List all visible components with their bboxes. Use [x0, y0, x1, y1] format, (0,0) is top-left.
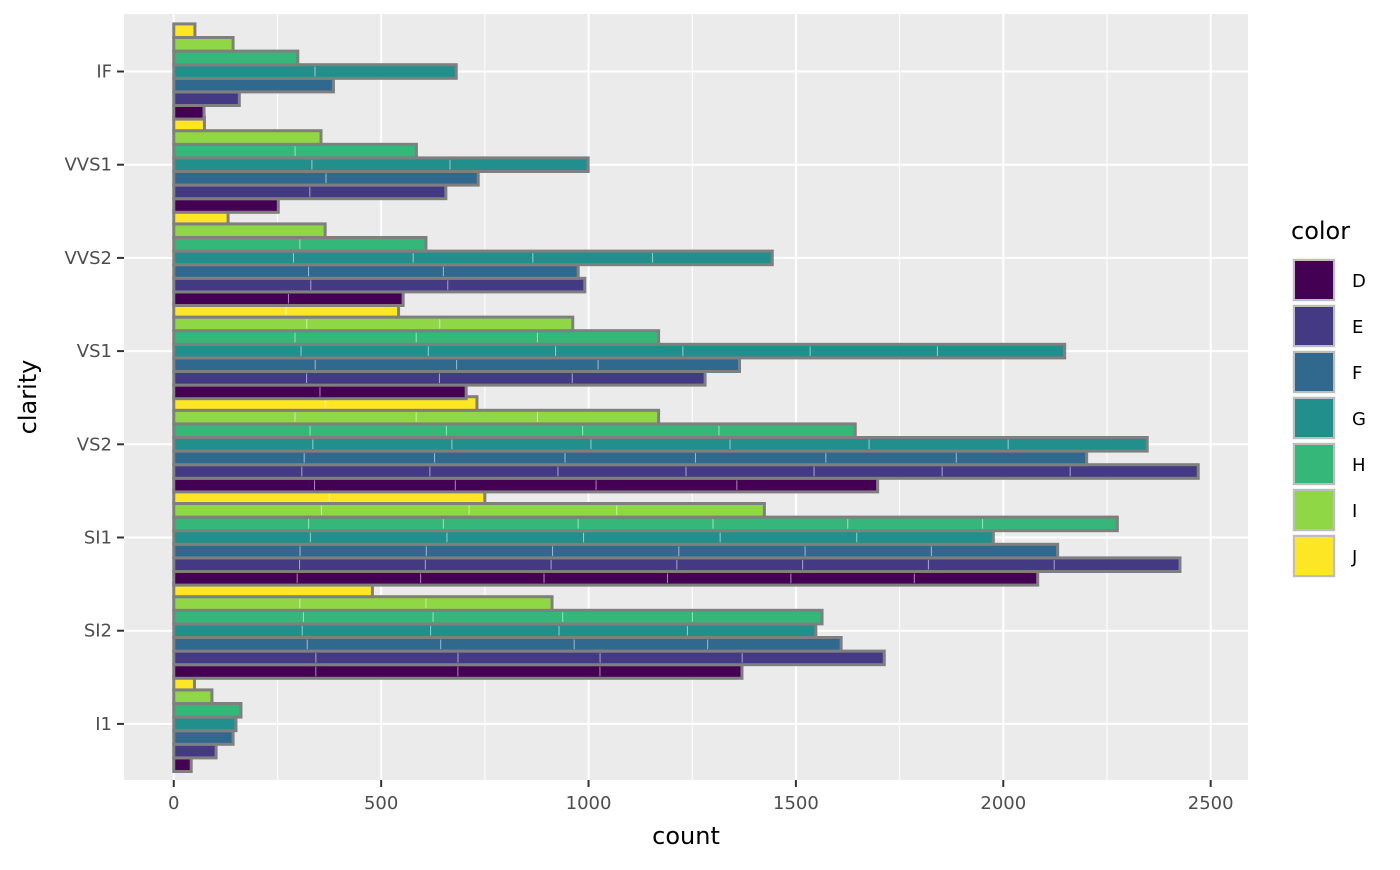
- bar-I1-H: [172, 702, 243, 719]
- bar-SI2-I: [172, 595, 554, 612]
- y-axis-title: clarity: [14, 360, 42, 435]
- y-tick-label: VVS2: [64, 248, 112, 269]
- bar-I1-I: [172, 688, 214, 706]
- bar-SI2-F: [172, 636, 843, 653]
- axes: I1 SI2 SI1 VS2 VS1 VVS2 VVS1 IF 0 500 1000 1500 2000…: [64, 62, 1233, 815]
- legend-key-F: [1293, 351, 1335, 393]
- bar-VS1-G: [172, 342, 1067, 360]
- bar-I1-F: [172, 729, 235, 746]
- bar-VVS1-I: [172, 129, 323, 146]
- bar-IF-D: [172, 104, 206, 121]
- bar-VVS2-E: [172, 276, 587, 294]
- x-tick-label: 500: [364, 793, 398, 814]
- bar-VVS2-I: [172, 222, 327, 239]
- legend-label-H: H: [1352, 455, 1366, 476]
- bars: [172, 22, 1200, 774]
- y-tick-label: VS1: [77, 341, 112, 362]
- legend-label-E: E: [1352, 317, 1363, 338]
- bar-SI1-F: [172, 542, 1060, 560]
- bar-SI2-E: [172, 649, 886, 667]
- bar-I1-D: [172, 756, 193, 774]
- bar-I1-E: [172, 742, 218, 760]
- bar-I1-G: [172, 715, 238, 733]
- legend-label-G: G: [1352, 409, 1366, 430]
- legend-key-D: [1293, 259, 1335, 301]
- y-tick-label: IF: [96, 62, 112, 83]
- y-tick-label: SI1: [84, 528, 112, 549]
- x-tick-label: 1500: [773, 793, 819, 814]
- bar-VVS1-D: [172, 197, 280, 214]
- legend-key-G: [1293, 397, 1335, 439]
- x-tick-label: 1000: [566, 793, 612, 814]
- bar-IF-E: [172, 90, 241, 108]
- bar-VS1-I: [172, 315, 575, 333]
- x-axis-title: count: [652, 822, 720, 850]
- x-tick-label: 0: [168, 793, 179, 814]
- bar-VS2-D: [172, 476, 880, 494]
- y-tick-label: SI2: [84, 621, 112, 642]
- y-tick-label: VVS1: [64, 155, 112, 176]
- y-tick-label: I1: [95, 714, 112, 735]
- bar-IF-H: [172, 49, 300, 67]
- x-tick-label: 2500: [1188, 793, 1234, 814]
- x-tick-label: 2000: [980, 793, 1026, 814]
- bar-VVS2-F: [172, 263, 580, 280]
- legend-key-E: [1293, 305, 1335, 347]
- bar-VS2-G: [172, 436, 1149, 453]
- bar-IF-F: [172, 76, 335, 94]
- legend-label-D: D: [1352, 271, 1366, 292]
- legend-label-F: F: [1352, 363, 1362, 384]
- legend-label-I: I: [1352, 501, 1357, 522]
- bar-SI1-H: [172, 515, 1119, 533]
- bar-VVS1-G: [172, 156, 590, 173]
- legend-key-I: [1293, 489, 1335, 531]
- bar-SI1-D: [172, 570, 1040, 587]
- bar-VVS2-G: [172, 249, 774, 267]
- legend-key-J: [1293, 535, 1335, 577]
- legend-title: color: [1291, 217, 1350, 245]
- bar-SI2-G: [172, 622, 818, 640]
- legend-label-J: J: [1351, 547, 1357, 568]
- legend: color D E F G H I J: [1291, 217, 1366, 578]
- y-tick-label: VS2: [77, 434, 112, 455]
- bar-IF-J: [172, 22, 197, 39]
- bar-VS2-H: [172, 422, 857, 439]
- bar-VS2-F: [172, 449, 1089, 467]
- bar-SI2-H: [172, 608, 824, 626]
- bar-IF-I: [172, 36, 235, 53]
- legend-key-H: [1293, 443, 1335, 485]
